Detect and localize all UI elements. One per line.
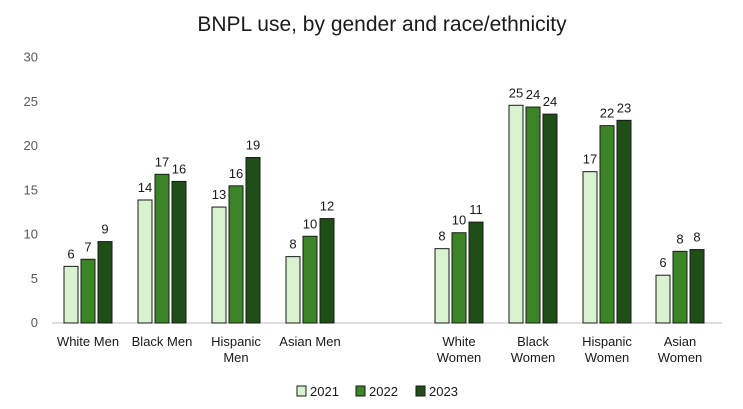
y-tick-label: 5 <box>31 271 38 286</box>
bar-2021 <box>137 199 153 324</box>
bar-2022 <box>672 250 688 324</box>
legend-label: 2022 <box>369 384 398 399</box>
bar-2021 <box>582 171 598 324</box>
y-tick-label: 20 <box>24 138 38 153</box>
data-label: 12 <box>320 199 334 214</box>
data-label: 8 <box>676 231 683 246</box>
data-label: 8 <box>438 229 445 244</box>
category-label: Asian <box>664 334 697 349</box>
category-label: Women <box>585 350 630 365</box>
data-label: 8 <box>693 230 700 245</box>
category-label: Black <box>517 334 549 349</box>
data-label: 10 <box>303 216 317 231</box>
bars <box>63 104 705 324</box>
bar-2022 <box>525 106 541 324</box>
chart-title: BNPL use, by gender and race/ethnicity <box>197 13 567 36</box>
bar-2023 <box>689 249 705 324</box>
y-tick-label: 0 <box>31 315 38 330</box>
data-label: 13 <box>212 187 226 202</box>
bar-2023 <box>542 113 558 324</box>
category-label: White <box>442 334 475 349</box>
category-label: Women <box>511 350 556 365</box>
bar-2023 <box>245 157 261 324</box>
bar-2022 <box>302 235 318 324</box>
category-label: Men <box>223 350 248 365</box>
bar-2022 <box>599 125 615 324</box>
legend-label: 2023 <box>429 384 458 399</box>
legend-swatch-2021 <box>296 385 307 397</box>
legend: 2021 2022 2023 <box>296 384 458 399</box>
bar-2022 <box>154 173 170 324</box>
bar-2021 <box>63 265 79 324</box>
data-label: 11 <box>469 202 483 217</box>
data-label: 17 <box>155 154 169 169</box>
y-tick-label: 25 <box>24 94 38 109</box>
bar-2023 <box>616 119 632 324</box>
bar-2023 <box>171 180 187 324</box>
category-label: Women <box>437 350 482 365</box>
data-label: 6 <box>67 246 74 261</box>
y-tick-label: 30 <box>24 50 38 65</box>
bar-2021 <box>434 248 450 324</box>
legend-label: 2021 <box>310 384 339 399</box>
y-tick-label: 15 <box>24 182 38 197</box>
bar-2022 <box>451 232 467 324</box>
category-label: White Men <box>57 334 119 349</box>
data-label: 16 <box>229 166 243 181</box>
data-label: 8 <box>289 237 296 252</box>
bar-2023 <box>97 241 113 324</box>
data-label: 7 <box>84 239 91 254</box>
bar-2022 <box>80 258 96 324</box>
data-label: 24 <box>526 87 540 102</box>
data-label: 6 <box>659 255 666 270</box>
legend-swatch-2023 <box>415 385 426 397</box>
bar-2021 <box>508 104 524 324</box>
bar-2021 <box>211 206 227 324</box>
data-label: 10 <box>452 213 466 228</box>
category-label: Women <box>658 350 703 365</box>
data-label: 9 <box>101 222 108 237</box>
data-label: 24 <box>543 94 557 109</box>
bar-2021 <box>655 274 671 324</box>
legend-swatch-2022 <box>355 385 366 397</box>
data-label: 25 <box>509 85 523 100</box>
data-label: 14 <box>138 180 152 195</box>
data-label: 19 <box>246 138 260 153</box>
category-label: Black Men <box>132 334 193 349</box>
bar-2022 <box>228 185 244 324</box>
bar-2023 <box>468 221 484 324</box>
data-label: 16 <box>172 161 186 176</box>
bar-2021 <box>285 256 301 324</box>
category-label: Asian Men <box>279 334 340 349</box>
data-label: 17 <box>583 152 597 167</box>
bar-2023 <box>319 218 335 324</box>
data-label: 23 <box>617 100 631 115</box>
category-label: Hispanic <box>582 334 632 349</box>
y-tick-label: 10 <box>24 227 38 242</box>
data-label: 22 <box>600 106 614 121</box>
category-label: Hispanic <box>211 334 261 349</box>
